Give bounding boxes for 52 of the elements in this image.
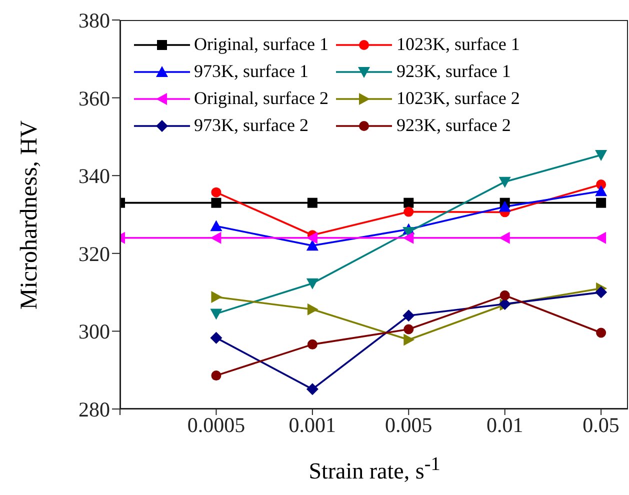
x-axis-title: Strain rate, s$^{-1}$ — [308, 454, 442, 485]
point — [210, 332, 222, 344]
point — [210, 308, 222, 320]
y-tick-label: 340 — [78, 164, 110, 188]
point — [306, 278, 318, 290]
legend-label: 1023K, surface 1 — [396, 34, 520, 55]
point — [211, 198, 222, 208]
point — [211, 187, 222, 198]
x-tick-label: 0.01 — [486, 412, 524, 437]
point — [404, 198, 414, 208]
legend-label: 973K, surface 1 — [194, 61, 308, 82]
point — [306, 383, 318, 396]
point — [595, 232, 606, 244]
point — [307, 303, 318, 316]
point — [498, 232, 510, 244]
y-tick-label: 280 — [78, 397, 110, 422]
point — [211, 290, 222, 303]
y-tick-label: 300 — [78, 320, 110, 344]
x-tick-label: 0.005 — [385, 412, 432, 437]
point — [498, 200, 511, 212]
legend-label: 973K, surface 2 — [194, 115, 308, 136]
point — [498, 176, 511, 188]
point — [306, 232, 318, 244]
point — [307, 198, 318, 208]
y-tick-label: 380 — [78, 8, 110, 32]
point — [306, 240, 318, 251]
point — [596, 328, 606, 338]
legend-label: Original, surface 2 — [194, 88, 328, 109]
y-tick-label: 360 — [78, 86, 110, 110]
legend-label: 923K, surface 1 — [396, 61, 511, 82]
x-tick-label: 0.001 — [288, 412, 336, 437]
y-tick-label: 320 — [78, 242, 110, 266]
point — [595, 286, 608, 298]
legend-label: 923K, surface 2 — [396, 115, 511, 136]
point — [500, 290, 510, 300]
point — [404, 324, 414, 334]
point — [211, 370, 222, 381]
point — [595, 150, 608, 161]
legend-label: 1023K, surface 2 — [396, 88, 520, 109]
point — [595, 185, 608, 196]
point — [307, 339, 318, 350]
point — [210, 220, 222, 232]
legend-label: Original, surface 1 — [194, 34, 328, 55]
point — [402, 232, 414, 244]
x-tick-label: 0.0005 — [187, 412, 246, 437]
point — [402, 310, 415, 322]
point — [404, 206, 414, 217]
point — [404, 334, 415, 346]
y-axis-title: Microhardness, HV — [16, 120, 44, 310]
point — [596, 198, 606, 208]
x-tick-label: 0.05 — [582, 412, 620, 437]
point — [210, 232, 222, 244]
